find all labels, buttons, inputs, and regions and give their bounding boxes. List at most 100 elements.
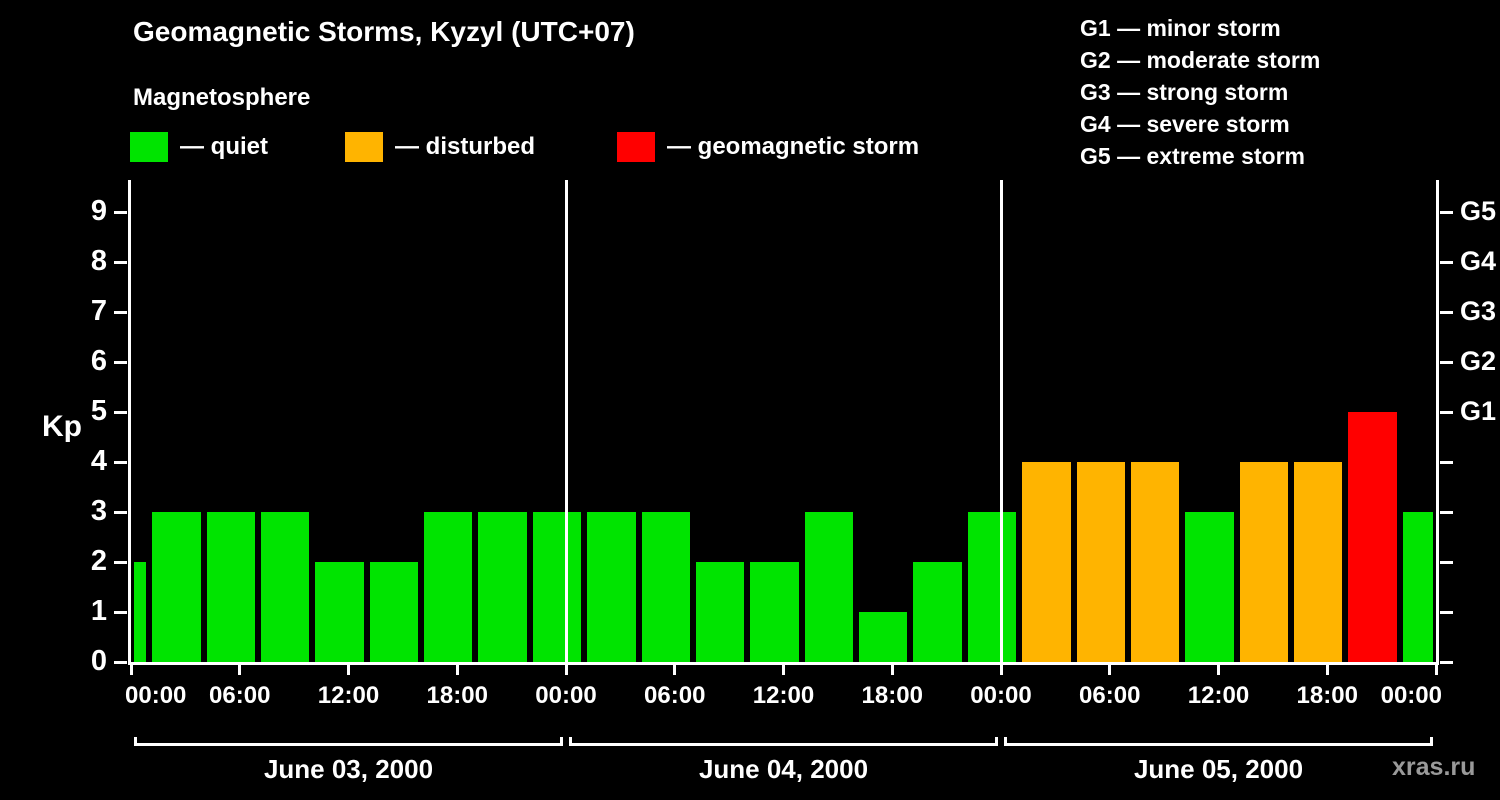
kp-tick-label: 1: [90, 595, 107, 627]
kp-bar: [1130, 462, 1180, 662]
kp-tick-left: [114, 460, 127, 464]
day-divider-line: [999, 180, 1003, 662]
kp-tick-left: [114, 510, 127, 514]
kp-bar: [1239, 462, 1288, 662]
legend-item-disturbed: — disturbed: [345, 132, 535, 162]
time-tick: [347, 665, 350, 675]
time-tick-label: 00:00: [970, 682, 1032, 709]
time-tick-label: 18:00: [861, 682, 923, 709]
g3-legend-line: G3 — strong storm: [1080, 79, 1289, 105]
time-tick-label: 00:00: [1380, 682, 1442, 709]
kp-bar: [1076, 462, 1125, 662]
kp-tick-left: [114, 660, 127, 664]
day-date-label: June 04, 2000: [698, 754, 869, 784]
kp-bar: [134, 562, 147, 662]
time-tick: [1325, 665, 1329, 675]
kp-tick-right: [1440, 610, 1453, 614]
kp-bar: [1402, 512, 1433, 662]
disturbed-color-swatch: [345, 132, 383, 162]
time-tick-label: 18:00: [1296, 682, 1358, 709]
kp-bar: [750, 562, 799, 662]
kp-bar: [1022, 462, 1071, 662]
time-tick-label: 12:00: [317, 682, 380, 709]
kp-bar: [478, 512, 527, 662]
kp-bar: [913, 562, 962, 662]
kp-tick-label: 7: [90, 295, 107, 327]
legend-label-storm: — geomagnetic storm: [667, 133, 920, 160]
time-tick-label: 06:00: [209, 682, 271, 709]
time-tick-label: 06:00: [1079, 682, 1141, 709]
kp-tick-right: [1440, 560, 1453, 564]
kp-bar: [152, 512, 201, 662]
legend-label-quiet: — quiet: [180, 133, 268, 160]
kp-bar: [804, 512, 853, 662]
kp-bar: [315, 562, 364, 662]
day-bracket: [1004, 737, 1433, 746]
kp-tick-right: [1440, 260, 1453, 264]
g1-legend-line: G1 — minor storm: [1080, 15, 1281, 41]
page-title: Geomagnetic Storms, Kyzyl (UTC+07): [133, 16, 635, 47]
day-bracket: [569, 737, 998, 746]
kp-tick-label: 0: [90, 645, 107, 677]
kp-bar: [641, 512, 690, 662]
legend-item-quiet: — quiet: [130, 132, 268, 162]
kp-tick-label: 4: [90, 445, 107, 477]
kp-tick-label: 2: [90, 545, 107, 577]
time-tick: [1434, 665, 1438, 675]
kp-tick-right: [1440, 510, 1453, 514]
time-tick: [999, 665, 1003, 675]
kp-bar: [206, 512, 255, 662]
time-tick: [673, 665, 677, 675]
g-scale-label: G1: [1460, 396, 1497, 426]
time-tick: [1108, 665, 1112, 675]
legend-label-disturbed: — disturbed: [395, 133, 536, 160]
day-date-label: June 05, 2000: [1133, 754, 1304, 784]
legend-item-storm: — geomagnetic storm: [617, 132, 919, 162]
kp-bar: [1185, 512, 1234, 662]
kp-bar: [1294, 462, 1343, 662]
kp-tick-left: [114, 560, 127, 564]
kp-tick-label: 5: [90, 395, 107, 427]
g-scale-legend: G1 — minor storm G2 — moderate storm G3 …: [1080, 12, 1320, 172]
kp-tick-left: [114, 260, 127, 264]
quiet-color-swatch: [130, 132, 168, 162]
kp-tick-left: [114, 410, 127, 414]
time-tick-label: 12:00: [1187, 682, 1250, 709]
kp-tick-left: [114, 310, 127, 314]
time-tick: [1217, 665, 1220, 675]
kp-bar: [532, 512, 582, 662]
storm-color-swatch: [617, 132, 655, 162]
kp-tick-right: [1440, 660, 1453, 664]
time-tick-label: 12:00: [752, 682, 815, 709]
kp-tick-label: 3: [90, 495, 107, 527]
kp-bar: [260, 512, 310, 662]
kp-bar: [587, 512, 636, 662]
kp-tick-right: [1440, 410, 1453, 414]
kp-tick-left: [114, 610, 127, 614]
day-bracket: [134, 737, 563, 746]
kp-bar: [1348, 412, 1397, 662]
day-divider-line: [564, 180, 568, 662]
time-tick: [782, 665, 785, 675]
day-date-label: June 03, 2000: [263, 754, 434, 784]
time-tick-label: 00:00: [125, 682, 187, 709]
plot-area: 0 1 2 3 4 5 6 7 8 9 G1 G2 G3 G4 G5 00:00 06:00 12:00 18:00…: [91, 180, 1496, 784]
magnetosphere-subtitle: Magnetosphere: [133, 84, 311, 111]
kp-status-legend: — quiet — disturbed — geomagnetic storm: [130, 132, 1030, 164]
g-scale-label: G4: [1460, 246, 1497, 276]
time-tick: [564, 665, 568, 675]
time-tick: [238, 665, 242, 675]
kp-bar: [424, 512, 473, 662]
time-tick-label: 18:00: [426, 682, 488, 709]
kp-axis-label: Kp: [42, 410, 82, 443]
time-tick-label: 06:00: [644, 682, 706, 709]
xras-watermark: xras.ru: [1392, 753, 1476, 781]
time-tick: [129, 665, 133, 675]
time-tick: [890, 665, 894, 675]
time-tick: [455, 665, 459, 675]
g4-legend-line: G4 — severe storm: [1080, 111, 1290, 137]
kp-tick-right: [1440, 360, 1453, 364]
g-scale-label: G3: [1460, 296, 1497, 326]
kp-tick-right: [1440, 210, 1453, 214]
kp-bar: [859, 612, 908, 662]
